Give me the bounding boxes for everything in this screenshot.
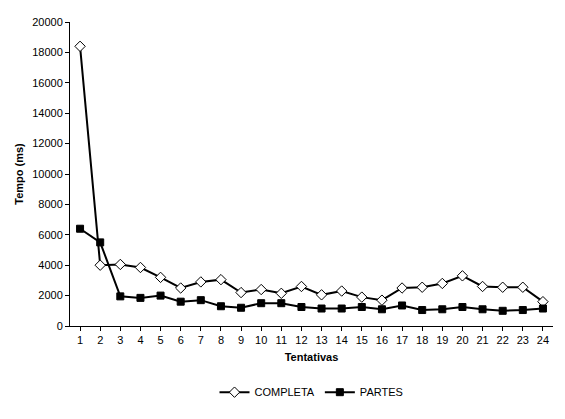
- svg-text:6000: 6000: [38, 229, 62, 241]
- svg-text:18000: 18000: [32, 46, 63, 58]
- svg-text:6: 6: [178, 334, 184, 346]
- svg-text:15: 15: [356, 334, 368, 346]
- svg-text:10: 10: [255, 334, 267, 346]
- svg-text:Tempo (ms): Tempo (ms): [13, 143, 25, 205]
- svg-text:5: 5: [157, 334, 163, 346]
- svg-text:11: 11: [276, 334, 287, 346]
- svg-text:4: 4: [137, 334, 143, 346]
- svg-text:20: 20: [456, 334, 468, 346]
- svg-text:17: 17: [396, 334, 408, 346]
- svg-text:Tentativas: Tentativas: [285, 351, 339, 363]
- svg-text:16000: 16000: [32, 77, 63, 89]
- svg-text:3: 3: [117, 334, 123, 346]
- svg-text:22: 22: [497, 334, 509, 346]
- svg-text:14000: 14000: [32, 107, 63, 119]
- svg-text:10000: 10000: [32, 168, 63, 180]
- svg-text:8: 8: [218, 334, 224, 346]
- svg-text:12: 12: [295, 334, 307, 346]
- svg-text:18: 18: [416, 334, 428, 346]
- svg-text:21: 21: [476, 334, 488, 346]
- svg-text:12000: 12000: [32, 137, 63, 149]
- svg-text:16: 16: [376, 334, 388, 346]
- svg-text:COMPLETA: COMPLETA: [255, 386, 315, 398]
- svg-text:19: 19: [436, 334, 448, 346]
- svg-text:2: 2: [97, 334, 103, 346]
- svg-text:0: 0: [57, 320, 63, 332]
- svg-text:7: 7: [198, 334, 204, 346]
- svg-text:4000: 4000: [38, 259, 62, 271]
- svg-text:23: 23: [517, 334, 529, 346]
- svg-text:1: 1: [77, 334, 83, 346]
- svg-text:8000: 8000: [38, 198, 62, 210]
- svg-text:13: 13: [315, 334, 327, 346]
- svg-text:9: 9: [238, 334, 244, 346]
- svg-text:2000: 2000: [38, 289, 62, 301]
- svg-text:24: 24: [537, 334, 549, 346]
- svg-text:20000: 20000: [32, 16, 63, 28]
- svg-text:PARTES: PARTES: [360, 386, 403, 398]
- svg-text:14: 14: [336, 334, 348, 346]
